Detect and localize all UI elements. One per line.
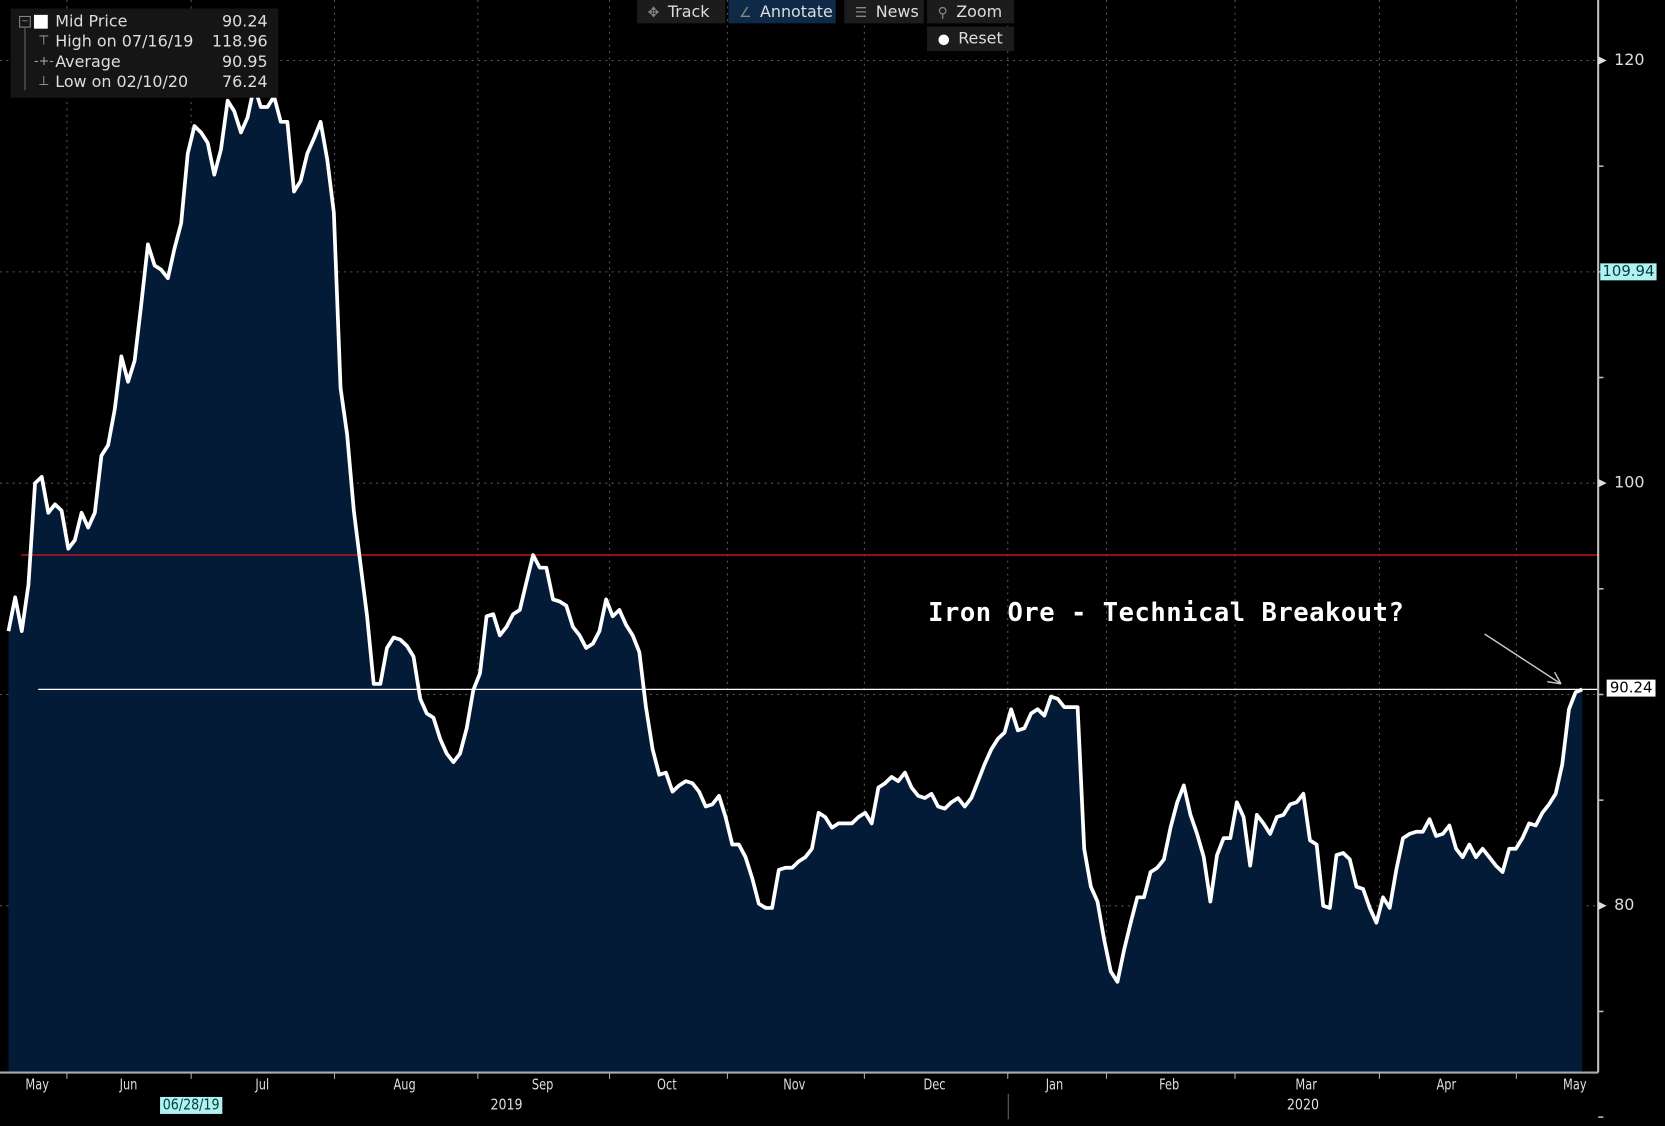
low-marker-icon: ⊥ (38, 73, 50, 89)
legend-value: 90.95 (221, 52, 268, 72)
x-tick-label: Jan (1045, 1076, 1064, 1094)
legend-average[interactable]: Average 90.95 (55, 52, 267, 72)
reset-icon: ● (937, 31, 950, 48)
y-tick-marker (1598, 478, 1607, 488)
legend: − Mid Price 90.24 ⊤ High on 07/16/19 118.9… (10, 8, 279, 98)
track-button[interactable]: ✥ Track (637, 0, 726, 24)
last-price-label: 90.24 (1606, 679, 1656, 697)
zoom-label: Zoom (956, 2, 1003, 22)
mid-price-swatch (33, 14, 48, 29)
legend-value: 76.24 (221, 72, 268, 92)
annotation-text[interactable]: Iron Ore - Technical Breakout? (928, 597, 1405, 628)
x-tick-label: Apr (1436, 1076, 1457, 1094)
price-line (6, 84, 1583, 984)
x-tick-label: Jul (255, 1076, 270, 1094)
x-tick-label: May (1563, 1076, 1587, 1094)
track-label: Track (667, 2, 710, 22)
legend-value: 90.24 (221, 11, 268, 31)
reset-label: Reset (958, 28, 1003, 48)
y-tick-label: 120 (1614, 49, 1645, 70)
year-divider (1007, 1093, 1009, 1120)
x-tick-label: May (25, 1076, 49, 1094)
legend-label: Low on 02/10/20 (55, 72, 189, 92)
y-highlight-label: 109.94 (1600, 263, 1657, 281)
legend-value: 118.96 (211, 31, 268, 51)
news-icon: ☰ (854, 5, 868, 22)
year-label-2019: 2019 (490, 1096, 523, 1114)
news-label: News (875, 2, 919, 22)
y-tick-label: 100 (1614, 472, 1645, 492)
price-area-fill (8, 85, 1583, 1073)
x-tick-label: Mar (1295, 1076, 1317, 1094)
annotate-button[interactable]: ∠ Annotate (728, 0, 836, 24)
annotation-arrow (1484, 633, 1562, 685)
legend-low[interactable]: Low on 02/10/20 76.24 (55, 72, 267, 92)
reset-button[interactable]: ● Reset (927, 26, 1015, 51)
x-tick-label: Feb (1159, 1076, 1180, 1094)
high-marker-icon: ⊤ (38, 32, 50, 48)
legend-mid-price[interactable]: Mid Price 90.24 (55, 12, 267, 32)
axes (0, 0, 1612, 1118)
zoom-button[interactable]: ⚲ Zoom (927, 0, 1015, 24)
x-tick-label: Aug (393, 1076, 416, 1094)
x-tick-label: Dec (923, 1076, 946, 1094)
news-button[interactable]: ☰ News (844, 0, 924, 24)
y-tick-marker (1598, 901, 1607, 911)
x-tick-label: Nov (783, 1076, 806, 1094)
annotate-label: Annotate (759, 2, 833, 22)
magnifier-icon: ⚲ (937, 5, 948, 22)
x-highlight-label: 06/28/19 (160, 1096, 223, 1114)
x-tick-label: Oct (657, 1076, 677, 1094)
x-tick-label: Sep (531, 1076, 554, 1094)
average-marker-icon: -+- (33, 53, 54, 68)
y-tick-marker (1598, 56, 1607, 65)
year-label-2020: 2020 (1286, 1096, 1320, 1114)
legend-label: Mid Price (55, 11, 128, 31)
legend-label: Average (55, 52, 121, 72)
legend-tree-line (24, 26, 26, 91)
x-tick-label: Jun (119, 1076, 138, 1094)
legend-high[interactable]: High on 07/16/19 118.96 (55, 32, 267, 52)
y-tick-label: 80 (1614, 895, 1635, 915)
legend-label: High on 07/16/19 (55, 31, 194, 51)
pencil-icon: ∠ (739, 5, 752, 22)
annotation-arrowhead (1547, 671, 1562, 685)
crosshair-icon: ✥ (647, 5, 660, 22)
